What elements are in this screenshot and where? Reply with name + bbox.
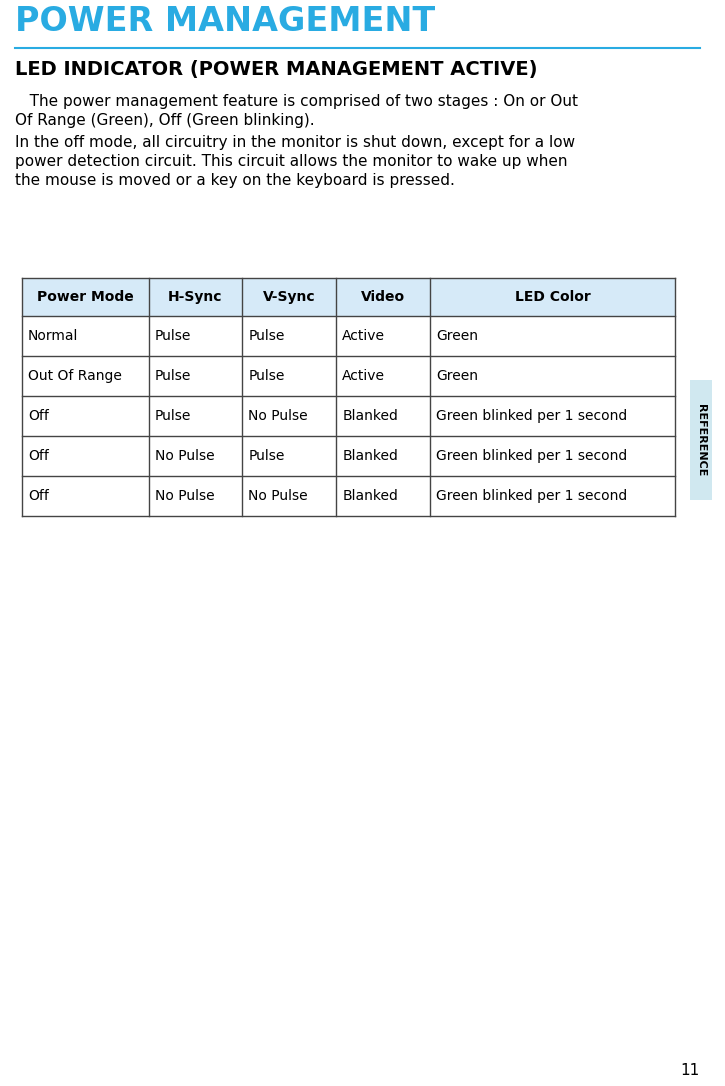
Text: Green: Green (436, 329, 478, 343)
Text: Normal: Normal (28, 329, 78, 343)
Text: Blanked: Blanked (342, 449, 398, 463)
Text: No Pulse: No Pulse (154, 489, 214, 503)
Text: In the off mode, all circuitry in the monitor is shut down, except for a low: In the off mode, all circuitry in the mo… (15, 135, 575, 150)
Bar (22, 435, 675, 476)
Text: V-Sync: V-Sync (263, 290, 315, 304)
Text: Blanked: Blanked (342, 489, 398, 503)
Text: The power management feature is comprised of two stages : On or Out: The power management feature is comprise… (15, 94, 578, 109)
Text: Video: Video (361, 290, 405, 304)
Text: Green: Green (436, 369, 478, 383)
Text: No Pulse: No Pulse (249, 409, 308, 424)
Text: the mouse is moved or a key on the keyboard is pressed.: the mouse is moved or a key on the keybo… (15, 173, 455, 188)
Text: Active: Active (342, 329, 385, 343)
Text: 11: 11 (681, 1063, 700, 1078)
Text: Pulse: Pulse (249, 329, 285, 343)
Bar (22, 476, 675, 516)
Text: Out Of Range: Out Of Range (28, 369, 122, 383)
Text: Green blinked per 1 second: Green blinked per 1 second (436, 489, 627, 503)
Bar (22, 356, 675, 396)
Text: Off: Off (28, 409, 49, 424)
Text: LED Color: LED Color (515, 290, 590, 304)
Text: power detection circuit. This circuit allows the monitor to wake up when: power detection circuit. This circuit al… (15, 154, 568, 169)
Text: Pulse: Pulse (249, 369, 285, 383)
Bar (690, 380, 712, 500)
Text: Of Range (Green), Off (Green blinking).: Of Range (Green), Off (Green blinking). (15, 113, 315, 128)
Text: Pulse: Pulse (154, 329, 191, 343)
Text: Pulse: Pulse (154, 409, 191, 424)
Text: Blanked: Blanked (342, 409, 398, 424)
Text: Active: Active (342, 369, 385, 383)
Text: No Pulse: No Pulse (154, 449, 214, 463)
Bar (22, 278, 675, 316)
Text: Green blinked per 1 second: Green blinked per 1 second (436, 409, 627, 424)
Text: Green blinked per 1 second: Green blinked per 1 second (436, 449, 627, 463)
Text: Power Mode: Power Mode (37, 290, 133, 304)
Text: Pulse: Pulse (249, 449, 285, 463)
Text: LED INDICATOR (POWER MANAGEMENT ACTIVE): LED INDICATOR (POWER MANAGEMENT ACTIVE) (15, 60, 537, 79)
Text: Off: Off (28, 449, 49, 463)
Bar (22, 396, 675, 435)
Text: Pulse: Pulse (154, 369, 191, 383)
Text: REFERENCE: REFERENCE (696, 404, 706, 476)
Text: POWER MANAGEMENT: POWER MANAGEMENT (15, 5, 435, 38)
Text: H-Sync: H-Sync (168, 290, 223, 304)
Text: Off: Off (28, 489, 49, 503)
Bar (22, 316, 675, 356)
Text: No Pulse: No Pulse (249, 489, 308, 503)
